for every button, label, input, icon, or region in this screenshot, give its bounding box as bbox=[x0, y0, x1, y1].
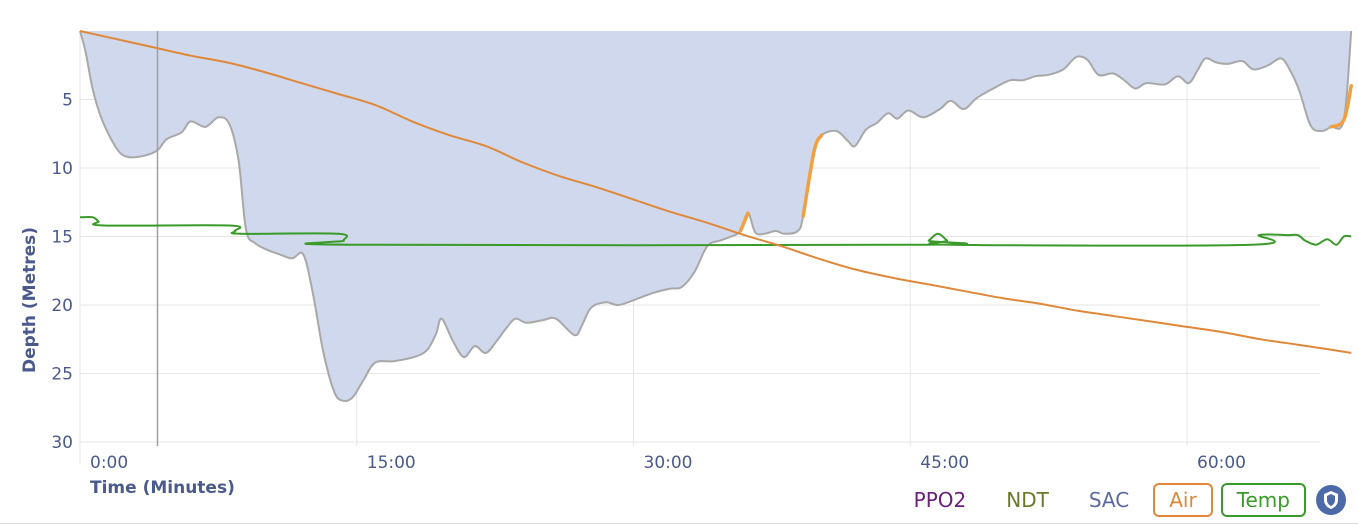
legend: PPO2 NDT SAC Air Temp bbox=[898, 483, 1346, 517]
legend-item-temp[interactable]: Temp bbox=[1220, 483, 1306, 517]
y-tick-label: 30 bbox=[51, 433, 73, 453]
air-highlight-segments bbox=[738, 84, 1353, 233]
air-highlight-segment bbox=[738, 211, 750, 233]
x-axis-ticks: 0:00 15:00 30:00 45:00 60:00 bbox=[90, 453, 1246, 473]
depth-profile-line bbox=[79, 30, 1353, 403]
legend-label: PPO2 bbox=[913, 488, 967, 512]
depth-profile-area bbox=[80, 31, 1352, 402]
x-axis-title: Time (Minutes) bbox=[90, 478, 235, 498]
temp-series-line bbox=[79, 215, 1352, 247]
y-tick-label: 10 bbox=[51, 159, 73, 179]
y-axis-title: Depth (Metres) bbox=[20, 227, 40, 373]
x-tick-label: 15:00 bbox=[367, 453, 416, 473]
legend-item-ppo2[interactable]: PPO2 bbox=[898, 483, 983, 517]
air-highlight-segment bbox=[801, 133, 824, 218]
air-highlight-segment bbox=[1329, 84, 1353, 129]
x-tick-label: 30:00 bbox=[644, 453, 693, 473]
legend-label: SAC bbox=[1088, 488, 1130, 512]
shield-icon[interactable] bbox=[1316, 485, 1346, 515]
y-tick-label: 5 bbox=[62, 91, 73, 111]
y-tick-label: 25 bbox=[51, 365, 73, 385]
air-series-line bbox=[79, 30, 1352, 354]
x-tick-label: 45:00 bbox=[920, 453, 969, 473]
legend-label: NDT bbox=[1006, 488, 1049, 512]
legend-label: Air bbox=[1169, 488, 1197, 512]
y-tick-label: 15 bbox=[51, 228, 73, 248]
legend-item-air[interactable]: Air bbox=[1153, 483, 1213, 517]
x-tick-label: 0:00 bbox=[90, 453, 128, 473]
x-tick-label: 60:00 bbox=[1197, 453, 1246, 473]
legend-item-sac[interactable]: SAC bbox=[1073, 483, 1145, 517]
y-axis-ticks: 5 10 15 20 25 30 bbox=[51, 91, 73, 454]
legend-label: Temp bbox=[1236, 488, 1290, 512]
y-tick-label: 20 bbox=[51, 296, 73, 316]
legend-item-ndt[interactable]: NDT bbox=[990, 483, 1065, 517]
